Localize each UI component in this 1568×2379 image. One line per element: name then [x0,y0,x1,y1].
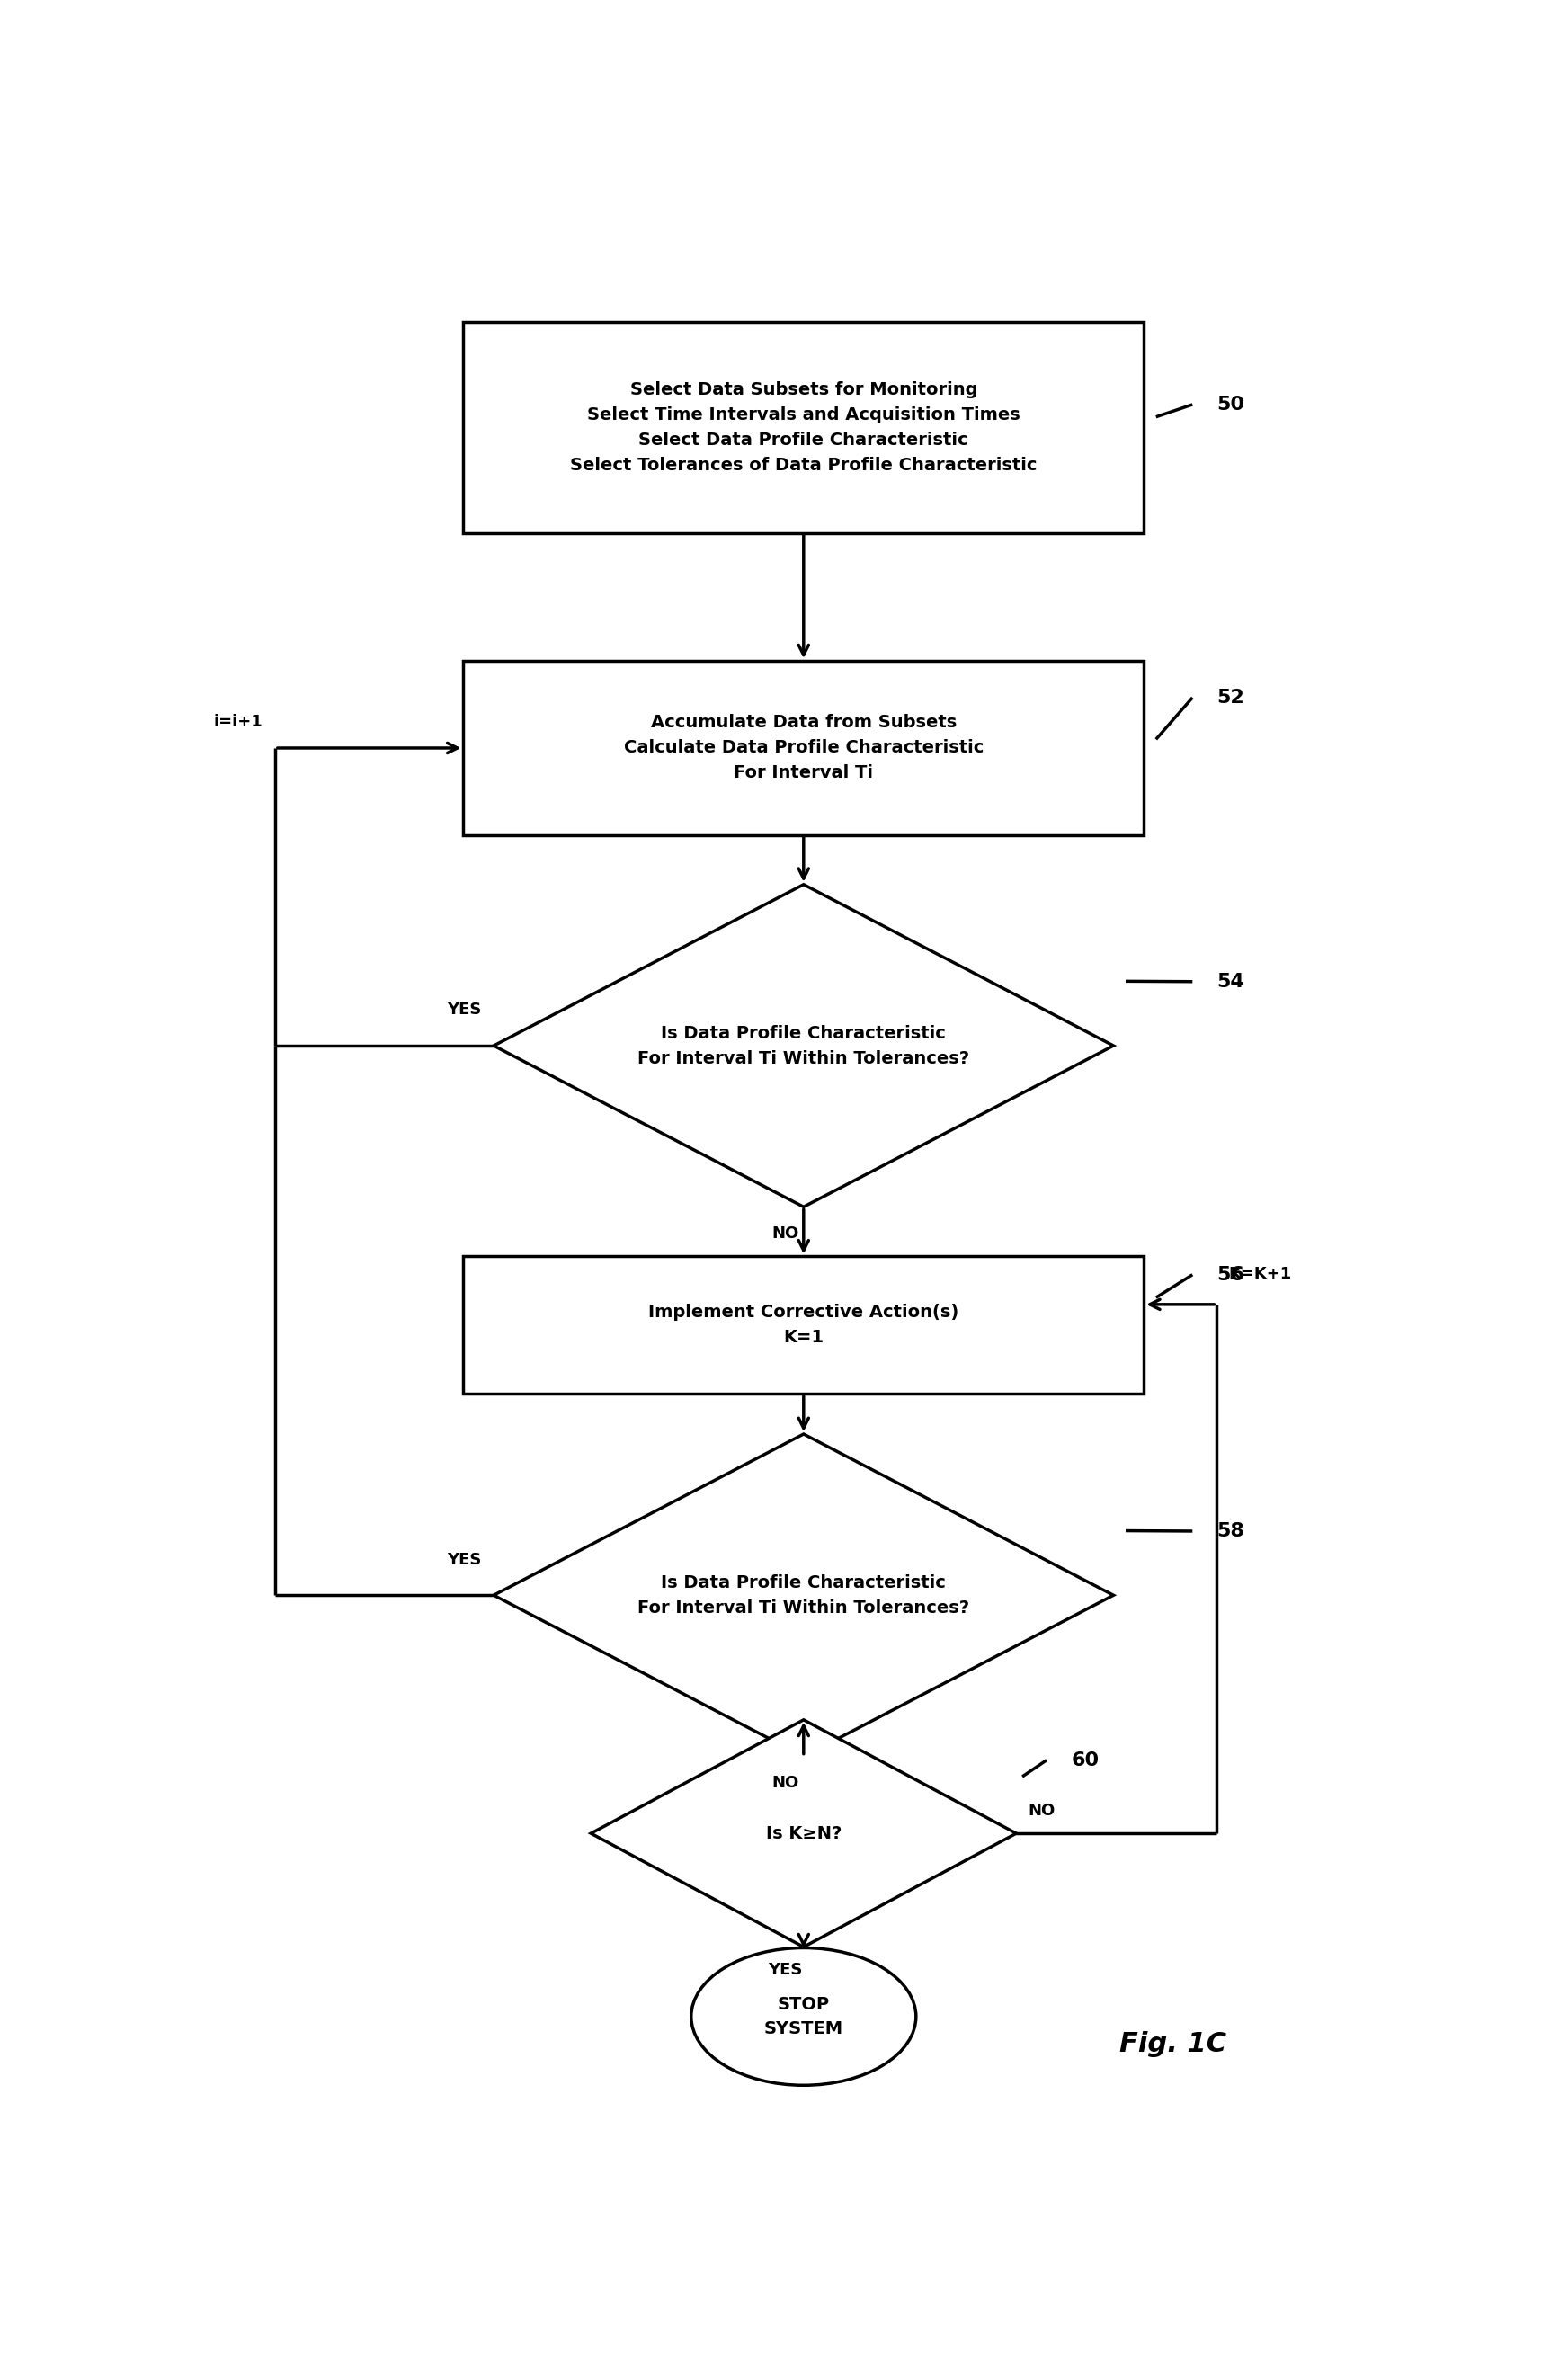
FancyBboxPatch shape [464,321,1143,533]
Text: Is Data Profile Characteristic
For Interval Ti Within Tolerances?: Is Data Profile Characteristic For Inter… [638,1025,969,1066]
Text: Accumulate Data from Subsets
Calculate Data Profile Characteristic
For Interval : Accumulate Data from Subsets Calculate D… [624,714,983,783]
Text: 58: 58 [1217,1523,1245,1539]
Text: 50: 50 [1217,395,1245,414]
Text: NO: NO [771,1775,800,1791]
Text: Is Data Profile Characteristic
For Interval Ti Within Tolerances?: Is Data Profile Characteristic For Inter… [638,1575,969,1615]
FancyBboxPatch shape [464,1256,1143,1394]
Text: Is K≥N?: Is K≥N? [765,1825,842,1841]
Text: 60: 60 [1071,1751,1099,1770]
Text: NO: NO [1029,1803,1055,1818]
Text: Fig. 1C: Fig. 1C [1120,2032,1226,2058]
Text: i=i+1: i=i+1 [213,714,263,730]
Text: Select Data Subsets for Monitoring
Select Time Intervals and Acquisition Times
S: Select Data Subsets for Monitoring Selec… [571,381,1036,473]
Polygon shape [494,1435,1113,1756]
Text: 56: 56 [1217,1266,1245,1285]
Text: NO: NO [771,1225,800,1242]
Text: 52: 52 [1217,688,1245,707]
Text: K=K+1: K=K+1 [1229,1266,1292,1282]
Ellipse shape [691,1948,916,2086]
Polygon shape [494,885,1113,1206]
Text: STOP
SYSTEM: STOP SYSTEM [764,1996,844,2036]
Text: 54: 54 [1217,973,1245,990]
Polygon shape [591,1720,1016,1946]
Text: YES: YES [768,1963,803,1977]
Text: Implement Corrective Action(s)
K=1: Implement Corrective Action(s) K=1 [649,1304,958,1347]
FancyBboxPatch shape [464,661,1143,835]
Text: YES: YES [447,1551,481,1568]
Text: YES: YES [447,1002,481,1018]
